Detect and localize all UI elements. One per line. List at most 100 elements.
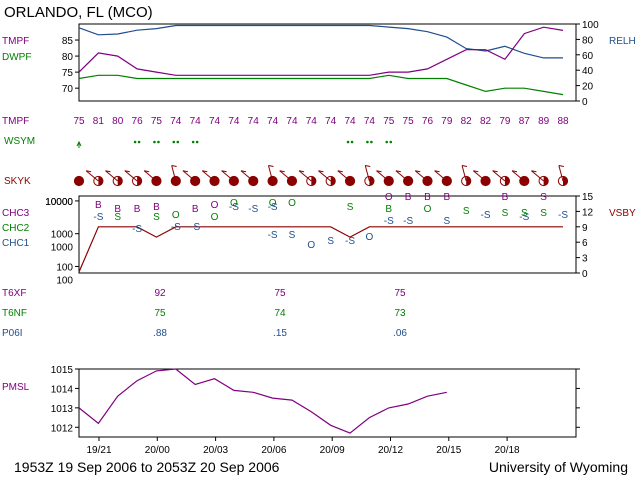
cloud-layer-label: CHC1: [2, 238, 30, 249]
wind-barb-staff: [414, 170, 428, 182]
sky-cover-icon: [511, 170, 530, 187]
wind-barb-flag: [531, 170, 537, 173]
rain-dot-icon: [346, 140, 350, 144]
wind-barb-flag: [492, 170, 498, 173]
cloud-layer-code: -S: [93, 212, 103, 223]
footer-date-range: 1953Z 19 Sep 2006 to 2053Z 20 Sep 2006: [14, 459, 280, 475]
cloud-layer-code: O: [211, 212, 219, 223]
cloud-layer-code: -S: [403, 216, 413, 227]
sky-cover-icon: [318, 170, 336, 187]
sky-cover-fill: [330, 176, 336, 186]
cloud-layer-code: B: [405, 192, 412, 203]
tmpf-value: 87: [519, 116, 531, 127]
tmpf-value: 75: [403, 116, 415, 127]
temperature-plot-frame: [78, 23, 577, 102]
t6xf-value: 75: [274, 288, 286, 299]
sky-cover-fill: [369, 176, 374, 186]
tmpf-value: 74: [209, 116, 221, 127]
relh-line: [78, 24, 563, 59]
tmpf-value: 81: [93, 116, 105, 127]
wsym-row-label: WSYM: [4, 136, 35, 147]
sky-cover-icon: [395, 170, 414, 187]
p06i-label: P06I: [2, 328, 23, 339]
cloud-axis-label: 1000: [51, 243, 74, 254]
cloud-layer-code: B: [385, 204, 392, 215]
tmpf-value: 79: [499, 116, 511, 127]
footer-credit: University of Wyoming: [489, 459, 628, 475]
cloud-axis-label: 100: [56, 275, 73, 286]
wind-barb-staff: [461, 165, 467, 182]
wind-barb-staff: [395, 170, 409, 182]
tmpf-value: 74: [170, 116, 182, 127]
cloud-layer-code: B: [95, 200, 102, 211]
hourly-rows: TMPF 75 81 80 76 75 74 74 74 74 74 74 74 74 74 74 74 75 75…: [2, 116, 569, 187]
mos-rows: T6XF T6NF P06I 92 75 75 75 74 73 .88 .15 .06: [2, 288, 407, 339]
dwpf-line: [78, 74, 564, 96]
wind-barb-flag: [240, 170, 247, 173]
humidity-axis-label: 20: [582, 82, 594, 93]
cloud-layer-code: B: [153, 202, 160, 213]
cloud-layer-code: S: [540, 192, 547, 203]
wind-barb-staff: [201, 170, 215, 182]
humidity-axis-label: 100: [582, 20, 599, 31]
tmpf-value: 76: [132, 116, 144, 127]
tmpf-value: 75: [383, 116, 395, 127]
t6xf-value: 75: [394, 288, 406, 299]
tmpf-value: 74: [190, 116, 202, 127]
cloud-layer-code: O: [211, 200, 219, 211]
sky-cover-circle: [73, 175, 85, 187]
tmpf-value: 80: [112, 116, 124, 127]
station-title: ORLANDO, FL (MCO): [4, 4, 153, 21]
time-axis-label: 20/09: [320, 445, 345, 456]
sky-cover-fill: [504, 176, 510, 186]
cloud-layer-code: S: [327, 236, 334, 247]
sky-cover-icon: [240, 170, 259, 187]
sky-cover-fill: [117, 176, 123, 186]
sky-cover-icon: [298, 170, 317, 187]
sky-cover-icon: [124, 170, 143, 187]
rain-dot-icon: [172, 140, 176, 144]
t6nf-value: 73: [394, 308, 406, 319]
cloud-layer-code: O: [230, 198, 238, 209]
temperature-humidity-panel: 70 75 80 85 0 20 40 60 80 100 TMPF DWPF RELH: [2, 20, 636, 108]
cloud-layer-code: O: [172, 210, 180, 221]
cloud-layer-code: S: [463, 206, 470, 217]
rain-dot-icon: [153, 140, 156, 144]
sky-cover-fill: [466, 176, 471, 186]
visibility-axis-label: 3: [582, 254, 588, 265]
cloud-layer-label: CHC2: [2, 223, 30, 234]
wind-barb-staff: [364, 165, 370, 182]
time-axis-label: 20/03: [203, 445, 228, 456]
pressure-axis-label: 1014: [51, 384, 74, 395]
sky-cover-icon: [364, 165, 375, 187]
rain-dot-icon: [370, 140, 373, 144]
wind-barb-staff: [492, 170, 506, 182]
pressure-axis-label: 1012: [51, 423, 74, 434]
t6nf-value: 74: [274, 308, 286, 319]
sky-cover-icon: [531, 170, 549, 187]
cloud-layer-code: -S: [384, 216, 394, 227]
sky-cover-icon: [267, 165, 278, 187]
cloud-layer-code: B: [502, 192, 509, 203]
wind-barb-flag: [558, 165, 564, 168]
wind-barb-staff: [511, 170, 525, 182]
sky-cover-icon: [376, 170, 394, 187]
rain-dot-icon: [389, 140, 393, 144]
cloud-layer-code: S: [444, 216, 451, 227]
wind-barb-staff: [434, 170, 448, 182]
tmpf-value: 74: [267, 116, 279, 127]
wind-barb-staff: [143, 170, 157, 182]
pressure-axis-label: 1015: [51, 365, 74, 376]
relh-label: RELH: [609, 36, 636, 47]
wind-barb-flag: [268, 165, 274, 168]
cloud-layer-code: S: [502, 208, 509, 219]
sky-cover-fill: [137, 176, 142, 186]
tmpf-value: 74: [306, 116, 318, 127]
tmpf-value: 89: [538, 116, 550, 127]
tmpf-value: 74: [364, 116, 376, 127]
cloud-layer-code: S: [114, 212, 121, 223]
wind-barb-flag: [105, 170, 111, 173]
visibility-axis-label: 15: [582, 192, 594, 203]
wind-barb-flag: [144, 170, 150, 173]
